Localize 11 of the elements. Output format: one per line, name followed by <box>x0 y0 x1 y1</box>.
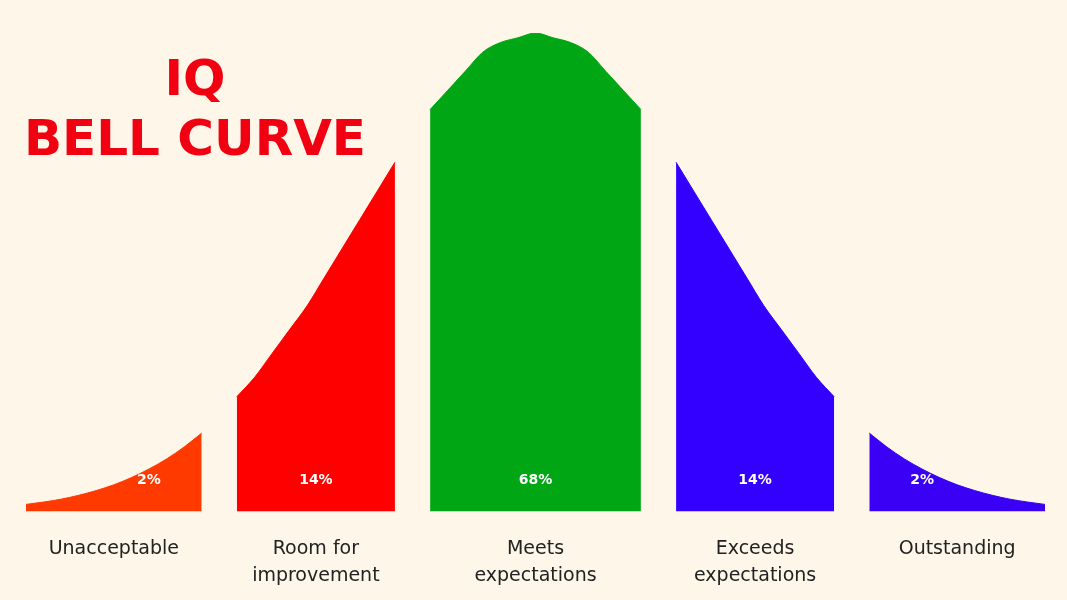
text: IQ BELL CURVE <box>22 48 367 168</box>
annotation: 2% <box>910 471 935 488</box>
series-label: Outstanding <box>897 535 1017 560</box>
series-label: Unacceptable <box>47 535 180 560</box>
series-label: Exceeds expectations <box>693 535 818 587</box>
annotation: 14% <box>738 471 772 488</box>
annotation: 2% <box>136 471 161 488</box>
annotation: 14% <box>299 471 333 488</box>
series-label: Room for improvement <box>251 535 381 587</box>
annotation: 68% <box>518 471 553 488</box>
series-label: Meets expectations <box>473 535 598 587</box>
